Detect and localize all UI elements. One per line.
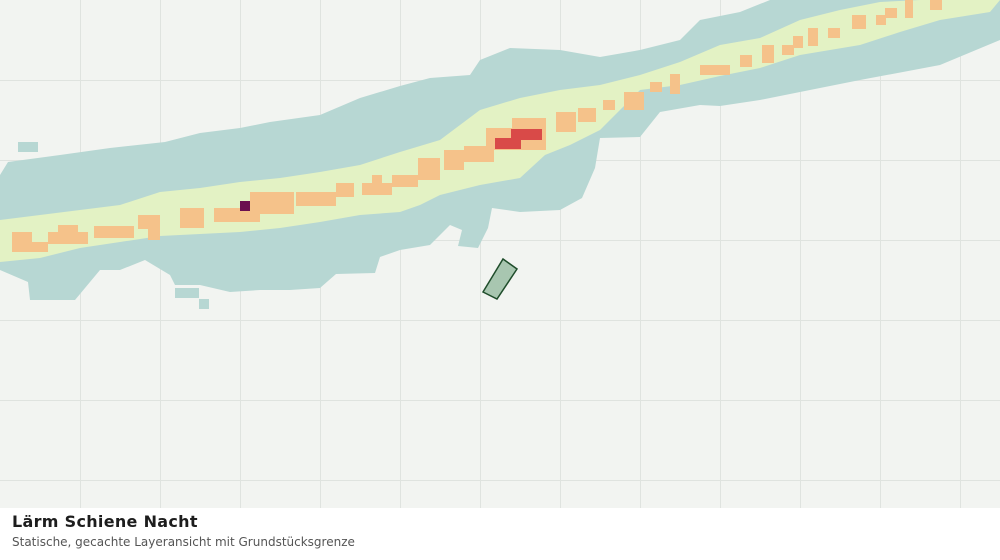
noise-zone-low: [199, 299, 209, 309]
noise-zone-very-high: [495, 129, 542, 149]
noise-zone-low: [175, 288, 199, 298]
map-view: [0, 0, 1000, 508]
parcel-boundary: [481, 257, 519, 300]
noise-zone-extreme: [240, 201, 250, 211]
map-subtitle: Statische, gecachte Layeransicht mit Gru…: [12, 535, 355, 549]
caption: Lärm Schiene Nacht Statische, gecachte L…: [12, 512, 988, 549]
noise-zone-high: [12, 0, 942, 252]
map-title: Lärm Schiene Nacht: [12, 512, 198, 531]
noise-zone-low: [18, 142, 38, 152]
